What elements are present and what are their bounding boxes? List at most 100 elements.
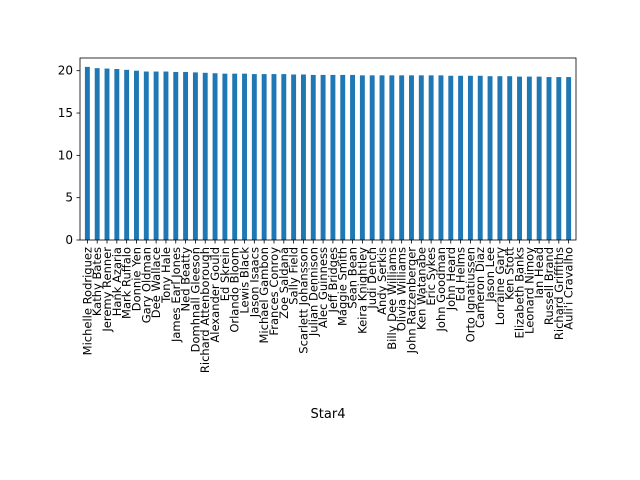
x-tick-label: Ken Watanabe xyxy=(414,247,428,330)
x-tick-label: Ken Stott xyxy=(503,247,517,300)
x-tick-label: Dee Wallace xyxy=(149,247,163,318)
x-tick-label: Frances Conroy xyxy=(267,247,281,336)
bar xyxy=(350,74,356,241)
bar xyxy=(340,74,346,241)
bar xyxy=(566,77,572,240)
x-tick-label: Judi Dench xyxy=(365,247,379,310)
bar xyxy=(389,75,395,240)
bar xyxy=(526,76,532,241)
x-axis-label: Star4 xyxy=(311,407,346,422)
bar xyxy=(281,74,287,240)
bar xyxy=(487,76,493,240)
x-tick-label: Sally Field xyxy=(287,247,301,305)
x-tick-label: Richard Griffiths xyxy=(552,247,566,340)
bar xyxy=(477,75,483,240)
x-tick-label: Andy Serkis xyxy=(375,247,389,315)
x-tick-label: Ian Head xyxy=(532,247,546,298)
bar xyxy=(114,69,120,240)
bar xyxy=(359,75,365,240)
bar xyxy=(232,73,238,240)
bar xyxy=(418,75,424,240)
bar xyxy=(192,72,198,240)
bar xyxy=(104,68,110,240)
bar xyxy=(94,68,100,240)
x-tick-label: Sean Bean xyxy=(346,247,360,309)
x-tick-label: Elizabeth Banks xyxy=(513,247,527,338)
y-tick-label: 15 xyxy=(58,106,73,120)
x-tick-label: Zoe Saldana xyxy=(277,247,291,319)
x-tick-label: Keira Knightley xyxy=(355,247,369,334)
bar xyxy=(467,75,473,240)
bar xyxy=(143,71,149,240)
y-tick-label: 0 xyxy=(65,233,73,247)
bar xyxy=(399,75,405,240)
bar xyxy=(369,75,375,240)
x-tick-label: Richard Attenborough xyxy=(198,247,212,373)
x-tick-label: Ed Helms xyxy=(454,247,468,301)
x-tick-label: Auli'i Cravalho xyxy=(562,247,576,330)
bar xyxy=(300,74,306,240)
bar xyxy=(438,75,444,240)
x-tick-label: Lewis Black xyxy=(238,247,252,314)
x-tick-label: Jeff Bridges xyxy=(326,247,340,314)
x-tick-label: Russell Brand xyxy=(542,247,556,325)
x-tick-label: Tony Hale xyxy=(159,247,173,304)
bar xyxy=(458,75,464,240)
x-tick-label: James Earl Jones xyxy=(169,247,183,343)
bar xyxy=(428,75,434,240)
x-tick-label: Kathy Bates xyxy=(90,247,104,316)
x-tick-label: Domhnall Gleeson xyxy=(188,247,202,352)
x-tick-label: Eric Sykes xyxy=(424,247,438,306)
y-axis: 0 5 10 15 20 xyxy=(58,64,80,247)
x-tick-label: Ed Skrein xyxy=(218,247,232,301)
x-tick-label: Billy Dee Williams xyxy=(385,247,399,350)
x-tick-label: Cameron Diaz xyxy=(473,247,487,328)
plot-frame xyxy=(79,57,577,241)
x-tick-label: Hank Azaria xyxy=(110,247,124,316)
x-tick-label: John Goodman xyxy=(434,247,448,332)
bar xyxy=(546,77,552,240)
x-tick-label: Leonard Nimoy xyxy=(522,247,536,334)
bar xyxy=(320,74,326,241)
bar xyxy=(271,74,277,240)
x-tick-label: Jeremy Renner xyxy=(100,247,114,333)
bar xyxy=(261,74,267,240)
x-tick-label: Michael Gambon xyxy=(257,247,271,344)
x-tick-label: John Ratzenberger xyxy=(404,247,418,355)
x-tick-label: Scarlett Johansson xyxy=(296,247,310,354)
x-tick-label: Ned Beatty xyxy=(179,247,193,312)
x-tick-label: Jason Lee xyxy=(483,247,497,303)
x-tick-label: Orlando Bloom xyxy=(228,247,242,333)
x-tick-label: Orto Ignatiussen xyxy=(463,247,477,342)
x-tick-label: Alexander Gould xyxy=(208,247,222,343)
bar xyxy=(222,73,228,240)
x-tick-label: Donnie Yen xyxy=(129,247,143,311)
bar xyxy=(153,71,159,240)
x-tick-label: Alec Guinness xyxy=(316,247,330,328)
bar xyxy=(183,71,189,240)
bar xyxy=(517,76,522,241)
x-tick-label: Maggie Smith xyxy=(336,247,350,326)
bar xyxy=(124,69,130,240)
bar xyxy=(330,74,336,241)
x-tick-label: Olivia Williams xyxy=(395,247,409,331)
bar xyxy=(507,76,513,240)
bar xyxy=(163,71,169,240)
bar xyxy=(134,70,139,240)
y-tick-label: 5 xyxy=(65,191,73,205)
bars-group xyxy=(84,66,572,241)
bar xyxy=(379,75,385,240)
bar xyxy=(84,66,90,240)
bar xyxy=(448,75,454,240)
y-tick-label: 20 xyxy=(58,64,73,78)
bar xyxy=(251,74,257,240)
bar xyxy=(202,72,208,240)
bar xyxy=(173,71,179,240)
y-tick-label: 10 xyxy=(58,148,73,162)
bar xyxy=(310,74,316,241)
x-tick-label: Lorraine Gary xyxy=(493,247,507,325)
x-tick-label: Julian Dennison xyxy=(306,247,320,337)
x-tick-label: John Heard xyxy=(444,247,458,311)
